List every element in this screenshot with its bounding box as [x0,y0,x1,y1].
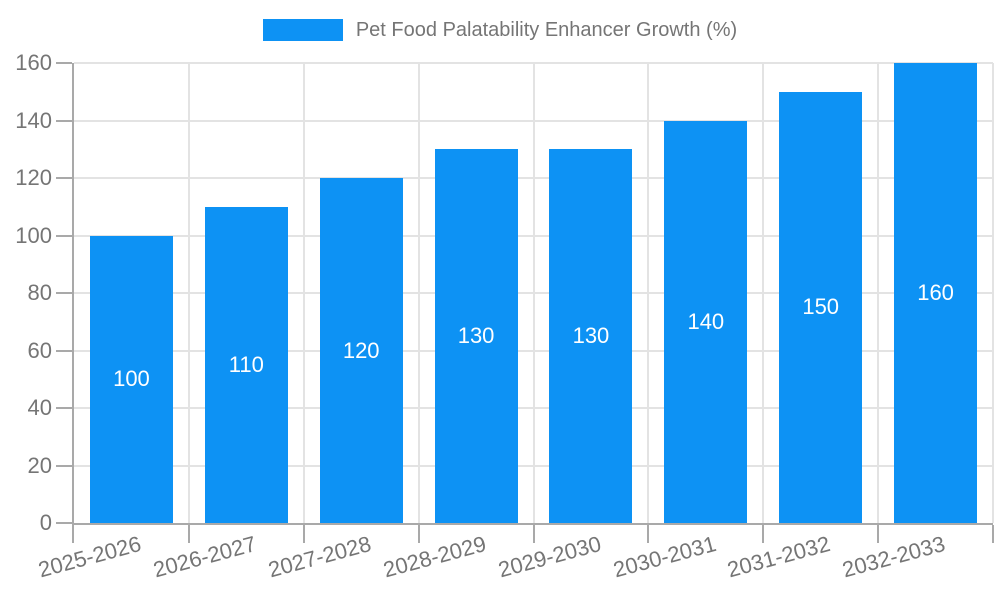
bar: 150 [779,91,863,523]
x-tick [417,525,420,543]
v-gridline [532,63,535,523]
bar: 130 [434,149,518,523]
bar: 120 [319,178,403,523]
bar-value-label: 140 [687,308,725,334]
x-tick [647,525,650,543]
x-tick-label: 2026-2027 [150,531,259,583]
bar: 130 [549,149,633,523]
x-tick [302,525,305,543]
x-tick [532,525,535,543]
y-tick [56,407,72,409]
bar: 110 [204,206,288,523]
y-tick-label: 140 [15,107,52,133]
legend-swatch [262,19,343,41]
x-tick-label: 2027-2028 [265,531,374,583]
bar: 160 [894,63,978,523]
chart-legend: Pet Food Palatability Enhancer Growth (%… [0,17,1000,43]
v-gridline [762,63,765,523]
legend-label: Pet Food Palatability Enhancer Growth (%… [355,19,738,41]
x-tick-label: 2031-2032 [725,531,834,583]
x-tick [877,525,880,543]
y-tick [56,349,72,352]
x-tick-label: 2032-2033 [839,531,949,583]
x-tick-label: 2028-2029 [380,531,489,583]
bar-value-label: 160 [917,280,954,305]
y-tick-label: 40 [27,395,52,420]
y-tick-label: 80 [27,280,52,305]
x-tick [762,525,765,543]
y-tick [56,464,72,467]
y-tick-label: 60 [27,337,52,363]
y-tick-label: 120 [15,165,52,190]
y-tick [56,522,72,524]
y-tick-label: 160 [15,50,52,75]
y-tick-label: 20 [27,452,52,478]
bar-value-label: 100 [113,366,150,392]
y-axis-line [72,63,74,523]
v-gridline [647,63,650,523]
plot-area: 100 110 120 130 130 140 150 160 [56,62,994,543]
bar-value-label: 150 [802,294,840,320]
y-tick [56,119,72,122]
y-tick [56,62,72,64]
v-gridline [992,63,994,523]
bar-value-label: 110 [228,351,264,377]
y-tick-label: 0 [39,510,52,535]
y-tick [56,292,72,294]
v-gridline [877,63,880,523]
v-gridline [302,63,305,523]
bar: 100 [89,235,173,523]
x-tick-label: 2025-2026 [35,531,144,583]
v-gridline [417,63,420,523]
bar-value-label: 120 [342,337,380,363]
y-tick-label: 100 [15,222,52,248]
x-tick [72,525,74,543]
x-tick-label: 2029-2030 [495,531,604,583]
v-gridline [187,63,190,523]
y-tick [56,177,72,179]
x-axis-line [72,523,993,525]
bar-value-label: 130 [457,323,495,349]
x-tick [992,525,994,543]
bar: 140 [664,120,748,523]
x-tick [187,525,190,543]
x-tick-label: 2030-2031 [610,531,719,583]
y-tick [56,234,72,237]
bar-value-label: 130 [572,323,610,349]
